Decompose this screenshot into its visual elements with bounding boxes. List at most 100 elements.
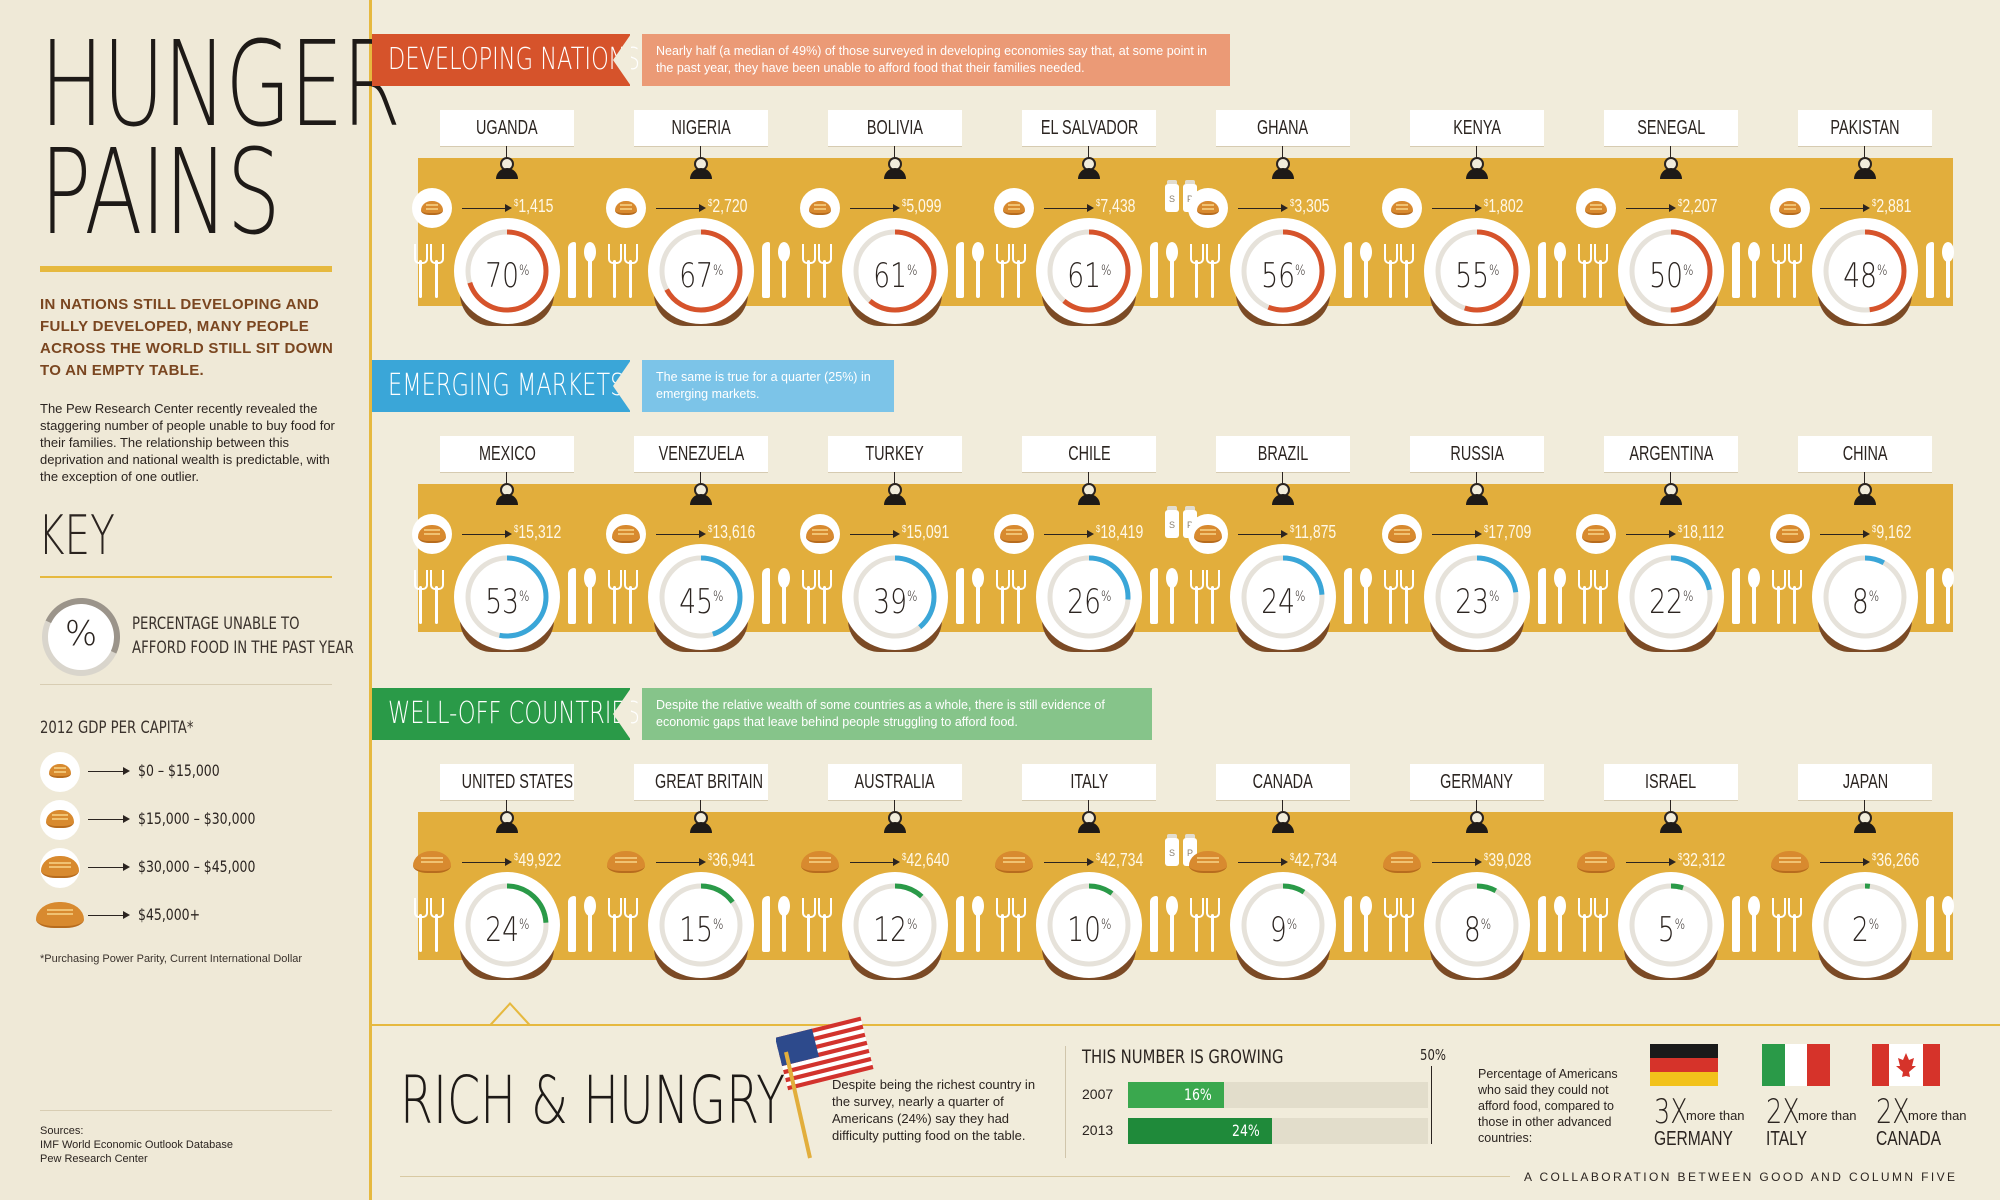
gdp-key-row-3: $30,000 – $45,000 (40, 848, 360, 888)
germany-flag-icon (1650, 1044, 1718, 1086)
percent-ring (1241, 555, 1325, 639)
rich-hungry-text: Despite being the richest country in the… (832, 1077, 1036, 1143)
knife-icon (1538, 896, 1546, 952)
gdp-range-label: $15,000 – $30,000 (138, 809, 256, 828)
arrow-icon (1626, 530, 1676, 538)
bread-icon (1577, 851, 1615, 873)
compare-germany: 3X more than GERMANY (1650, 1044, 1760, 1154)
fork-icon (1772, 244, 1786, 298)
ring-arc (1823, 555, 1907, 639)
gdp-range-label: $30,000 – $45,000 (138, 857, 256, 876)
fork-icon (802, 244, 816, 298)
percent-ring (465, 883, 549, 967)
place-setting-chile: CHILE $18,419 26% (994, 436, 1188, 656)
fork-icon (1772, 898, 1786, 952)
percent-ring (1047, 883, 1131, 967)
place-setting-senegal: SENEGAL $2,207 50% (1576, 110, 1770, 330)
arrow-icon (1432, 530, 1482, 538)
percent-value: 12% (872, 910, 918, 950)
divider (1065, 1046, 1066, 1158)
plate (454, 218, 560, 324)
bread-icon (607, 851, 645, 873)
country-name: VENEZUELA (658, 443, 744, 465)
fork-icon (1206, 244, 1220, 298)
spoon-icon (778, 896, 790, 952)
gdp-value: $18,419 (1096, 522, 1144, 542)
ring-arc (853, 229, 937, 313)
bread-circle (800, 188, 840, 228)
fork-icon (1594, 244, 1608, 298)
service-bell-icon (1466, 168, 1488, 179)
gdp-value: $7,438 (1096, 196, 1136, 216)
fork-icon (1772, 570, 1786, 624)
spoon-icon (584, 896, 596, 952)
plate (1618, 218, 1724, 324)
arrow-icon (1626, 858, 1676, 866)
percent-value: 26% (1066, 582, 1112, 622)
gdp-value: $2,720 (708, 196, 748, 216)
arrow-icon (656, 530, 706, 538)
bread-icon (1585, 201, 1607, 215)
bread-icon (413, 851, 451, 873)
bread-circle (606, 842, 646, 882)
arrow-icon (462, 530, 512, 538)
percent-value: 22% (1648, 582, 1694, 622)
bread-icon (995, 851, 1033, 873)
bread-circle (1188, 188, 1228, 228)
country-name: BOLIVIA (866, 117, 924, 139)
canada-flag-icon (1872, 1044, 1940, 1086)
ring-arc (1629, 883, 1713, 967)
gdp-value: $42,640 (902, 850, 950, 870)
bread-icon (41, 856, 79, 878)
country-name: CHINA (1842, 443, 1888, 465)
credit-text: A COLLABORATION BETWEEN GOOD AND COLUMN … (1524, 1170, 1958, 1184)
bread-circle (1188, 514, 1228, 554)
bread-icon (1391, 201, 1413, 215)
knife-icon (1732, 896, 1740, 952)
place-setting-italy: ITALY $42,734 10% (994, 764, 1188, 984)
title-line-1: HUNGER (40, 15, 401, 153)
key-symbol: % (64, 614, 98, 654)
divider (400, 1176, 1510, 1177)
knife-icon (1732, 242, 1740, 298)
service-bell-icon (1466, 822, 1488, 833)
knife-icon (568, 568, 576, 624)
knife-icon (1926, 242, 1934, 298)
percent-value: 50% (1648, 256, 1694, 296)
knife-icon (956, 242, 964, 298)
section-label: EMERGING MARKETS (388, 368, 625, 403)
spoon-icon (1942, 896, 1954, 952)
plate (842, 218, 948, 324)
compare-italy: 2X more than ITALY (1762, 1044, 1872, 1154)
spoon-icon (1748, 896, 1760, 952)
service-bell-icon (496, 822, 518, 833)
fork-icon (430, 570, 444, 624)
gdp-value: $32,312 (1678, 850, 1726, 870)
fork-icon (1578, 570, 1592, 624)
percent-ring (1241, 883, 1325, 967)
key-title: KEY (38, 504, 115, 567)
plate (454, 872, 560, 978)
fork-icon (802, 570, 816, 624)
salt-shaker-icon: S (1165, 834, 1179, 866)
knife-icon (956, 568, 964, 624)
country-name-card: GHANA (1216, 110, 1350, 146)
bread-circle (40, 848, 80, 888)
lead-text: IN NATIONS STILL DEVELOPING AND FULLY DE… (40, 296, 334, 379)
sources-title: Sources: (40, 1125, 84, 1137)
percent-value: 70% (484, 256, 530, 296)
source-item: Pew Research Center (40, 1153, 148, 1165)
percent-ring (1241, 229, 1325, 313)
arrow-icon (1044, 204, 1094, 212)
country-name: CHILE (1067, 443, 1111, 465)
percent-ring (1435, 229, 1519, 313)
bread-circle (994, 188, 1034, 228)
percent-value: 53% (484, 582, 530, 622)
place-setting-nigeria: NIGERIA $2,720 67% (606, 110, 800, 330)
fork-icon (1384, 244, 1398, 298)
fork-icon (818, 244, 832, 298)
service-bell-icon (884, 168, 906, 179)
country-name: PAKISTAN (1830, 117, 1900, 139)
fork-icon (996, 570, 1010, 624)
fork-icon (1206, 570, 1220, 624)
